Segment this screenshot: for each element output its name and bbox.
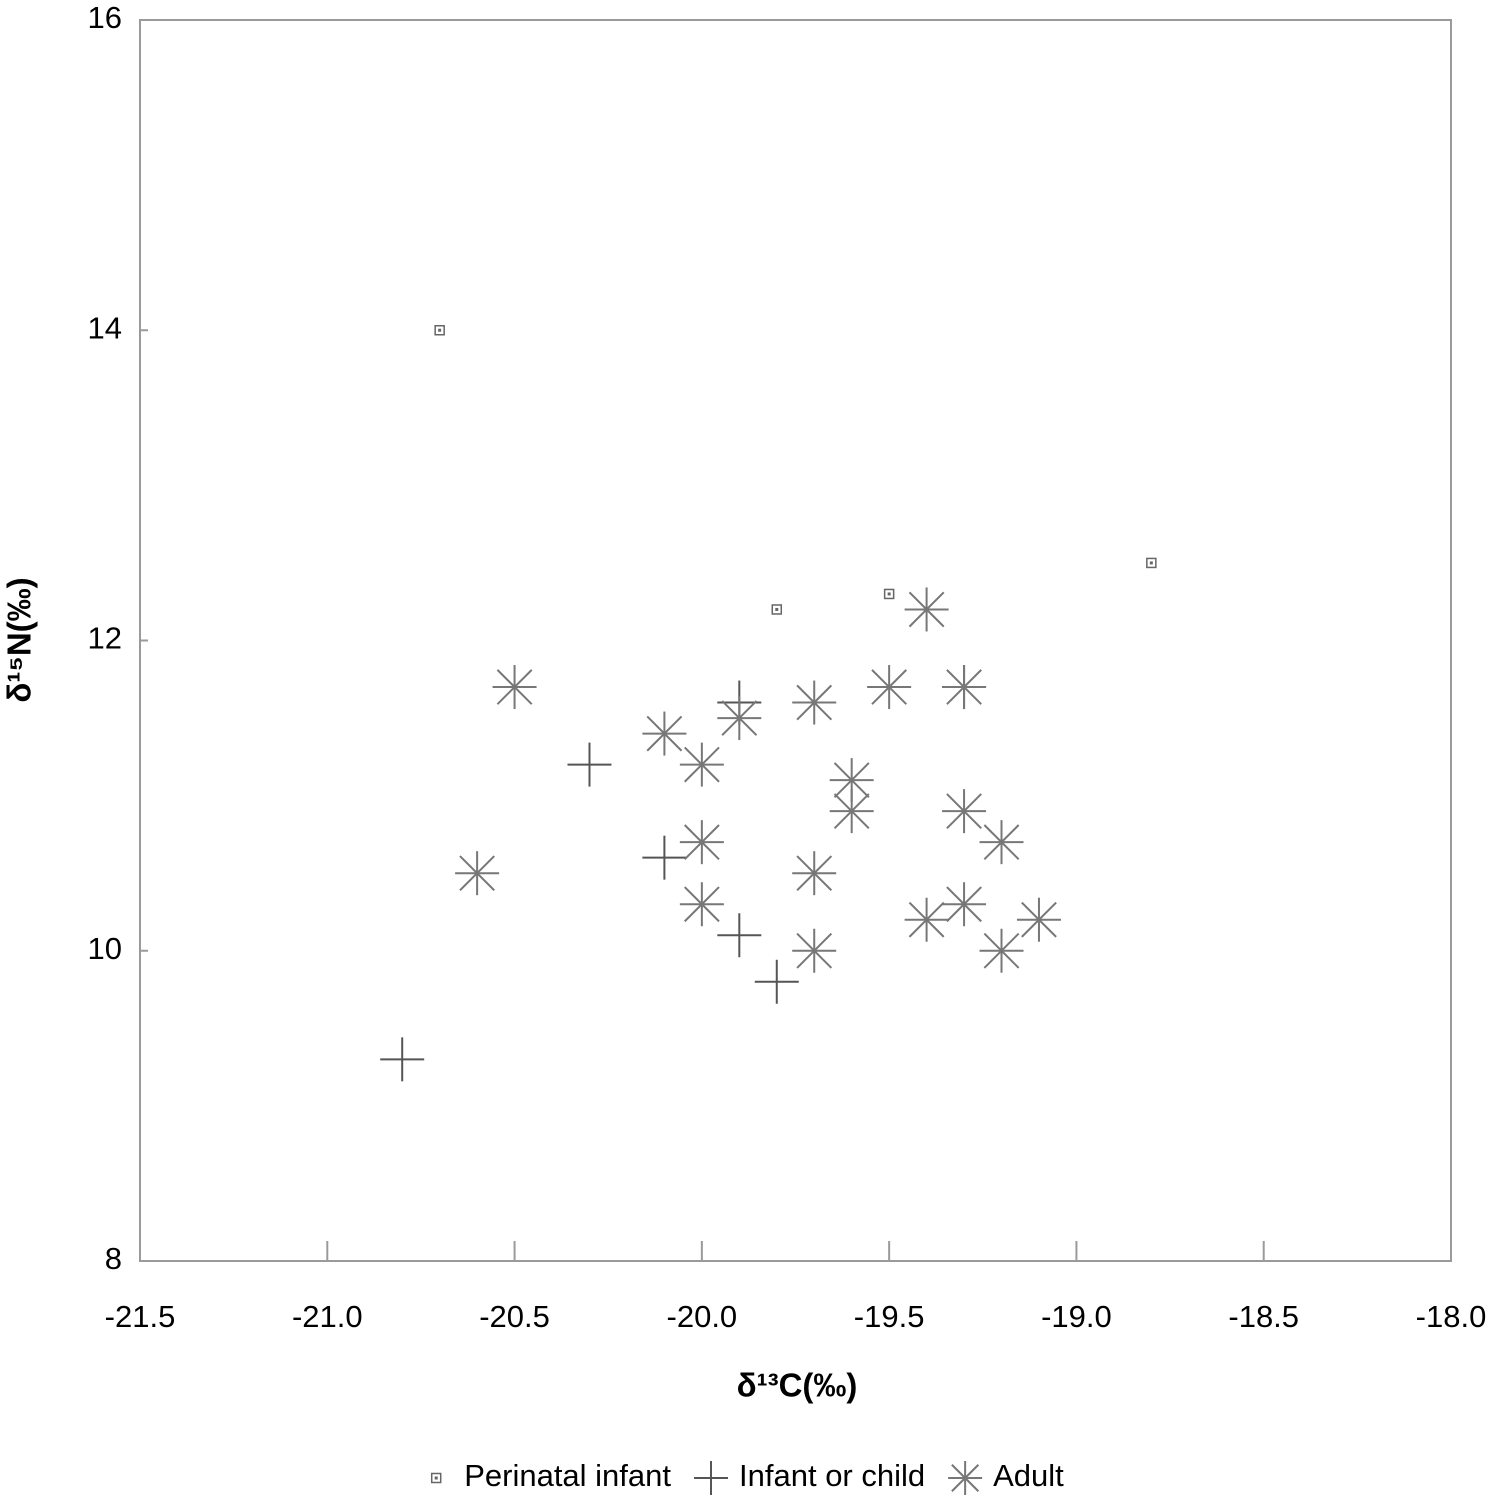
x-tick-label: -18.0 [1416, 1299, 1487, 1334]
point [717, 696, 762, 741]
point [829, 758, 874, 803]
y-tick-label: 12 [88, 621, 122, 656]
marker-stroke [946, 886, 982, 923]
point [942, 665, 987, 710]
x-tick-label: -18.5 [1228, 1299, 1299, 1334]
marker-stroke [796, 855, 833, 892]
marker-stroke [946, 669, 982, 705]
y-axis-title: δ¹⁵N(‰) [1, 577, 38, 702]
point [792, 851, 837, 896]
marker-stroke [946, 793, 982, 830]
x-tick-label: -21.0 [292, 1299, 363, 1334]
legend-item: Adult [948, 1458, 1064, 1495]
point [942, 789, 987, 834]
point [642, 711, 687, 756]
marker-stroke [983, 824, 1020, 861]
marker-stroke [683, 886, 720, 923]
y-tick-label: 14 [88, 310, 122, 345]
point [679, 820, 724, 865]
point [679, 882, 724, 927]
legend-label: Perinatal infant [464, 1458, 671, 1493]
point [380, 1037, 425, 1082]
point [492, 665, 537, 710]
point [455, 851, 500, 896]
marker-stroke [496, 669, 533, 705]
point [942, 882, 987, 927]
point [434, 325, 445, 336]
marker-outer [883, 588, 895, 600]
marker-stroke [951, 1464, 980, 1492]
marker-inner [887, 592, 891, 596]
marker-stroke [908, 901, 945, 938]
marker-outer [771, 604, 783, 615]
marker-stroke [459, 855, 495, 892]
marker-stroke [833, 762, 870, 798]
legend-label: Infant or child [739, 1458, 925, 1493]
y-tick-label: 10 [88, 931, 122, 966]
marker-stroke [871, 669, 908, 705]
marker-stroke [721, 700, 758, 736]
marker-inner [434, 1476, 438, 1480]
point [829, 789, 874, 834]
y-tick-label: 8 [105, 1241, 122, 1276]
marker-inner [1149, 561, 1153, 565]
marker-stroke [1021, 901, 1057, 938]
legend-marker [948, 1461, 983, 1495]
point [904, 587, 949, 632]
marker-stroke [908, 591, 945, 628]
y-tick-label: 16 [88, 0, 122, 35]
x-tick-label: -21.5 [105, 1299, 176, 1334]
legend-marker [694, 1461, 729, 1495]
marker-stroke [796, 932, 833, 969]
point [679, 742, 724, 787]
point [771, 604, 783, 615]
point [567, 742, 612, 787]
legend-marker [430, 1472, 442, 1484]
point [642, 835, 687, 880]
marker-stroke [983, 932, 1020, 969]
x-tick-label: -19.0 [1041, 1299, 1112, 1334]
marker-outer [434, 325, 445, 336]
marker-stroke [646, 715, 683, 752]
marker-inner [438, 328, 442, 332]
legend-item: Infant or child [694, 1458, 925, 1495]
plot-frame [139, 19, 1452, 1262]
marker-stroke [796, 684, 833, 721]
point [754, 959, 799, 1004]
legend-item: Perinatal infant [430, 1458, 671, 1493]
point [979, 928, 1024, 973]
point [904, 897, 949, 942]
point [717, 913, 762, 958]
marker-inner [775, 607, 779, 611]
point [867, 665, 912, 710]
point [792, 680, 837, 725]
point [883, 588, 895, 600]
marker-stroke [683, 824, 720, 861]
marker-stroke [683, 746, 720, 783]
x-tick-label: -20.0 [667, 1299, 738, 1334]
point [1016, 897, 1061, 942]
marker-outer [1146, 557, 1157, 569]
point [1146, 557, 1157, 569]
x-tick-label: -20.5 [479, 1299, 550, 1334]
x-tick-label: -19.5 [854, 1299, 925, 1334]
marker-outer [430, 1472, 442, 1484]
marker-stroke [833, 793, 870, 830]
x-axis-title: δ¹³C(‰) [737, 1367, 858, 1404]
point [979, 820, 1024, 865]
point [792, 928, 837, 973]
legend-label: Adult [993, 1458, 1064, 1493]
